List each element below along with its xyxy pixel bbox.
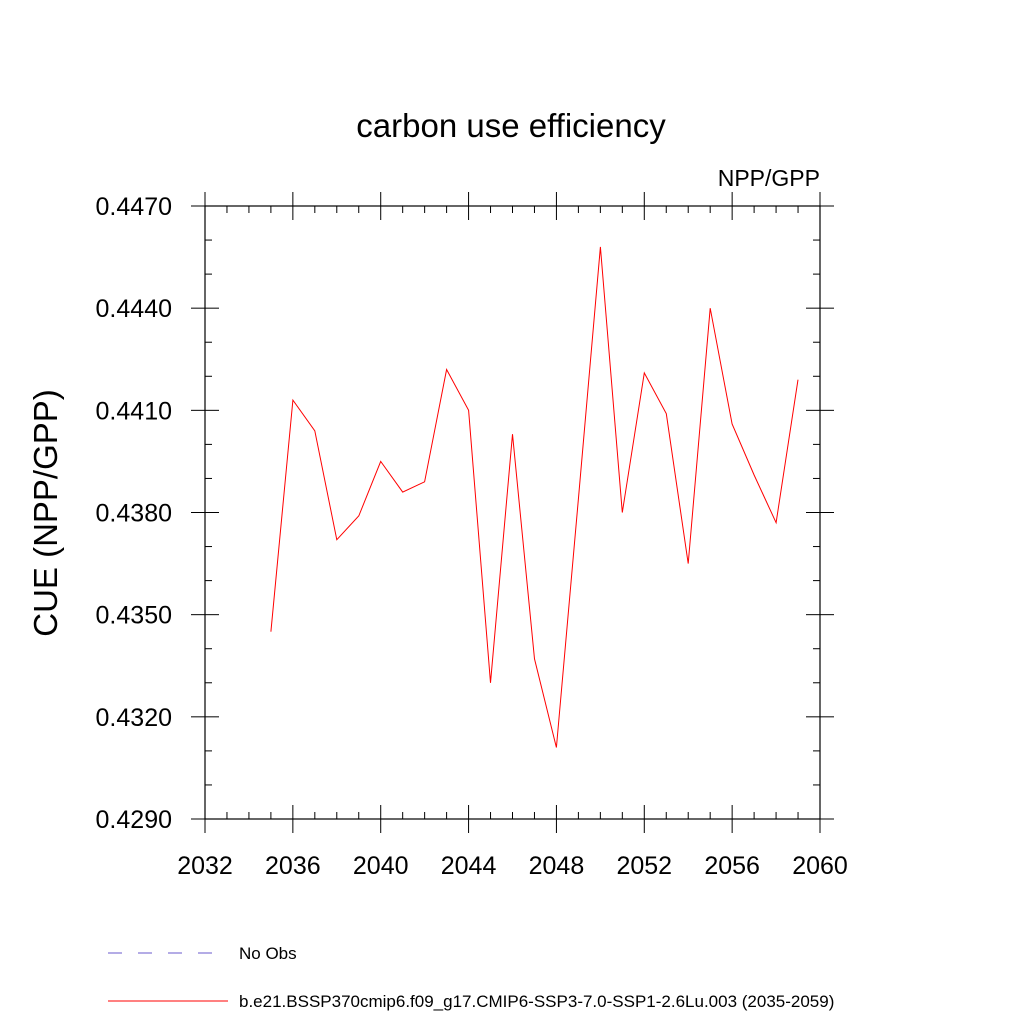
legend-label-model-run: b.e21.BSSP370cmip6.f09_g17.CMIP6-SSP3-7.… (239, 992, 834, 1011)
x-tick-label: 2048 (529, 852, 585, 880)
chart-title: carbon use efficiency (356, 107, 666, 144)
y-tick-label: 0.4470 (96, 193, 172, 221)
axis-ticks (191, 192, 834, 833)
legend-label-no-obs: No Obs (239, 944, 297, 963)
x-tick-label: 2040 (353, 852, 409, 880)
y-tick-label: 0.4410 (96, 397, 172, 425)
series-lines (270, 246, 799, 748)
legend: No Obs b.e21.BSSP370cmip6.f09_g17.CMIP6-… (108, 944, 834, 1011)
x-tick-label: 2044 (441, 852, 497, 880)
x-tick-label: 2060 (792, 852, 848, 880)
series-line-0 (270, 246, 799, 748)
y-tick-label: 0.4320 (96, 704, 172, 732)
plot-frame (204, 205, 821, 820)
x-tick-label: 2036 (265, 852, 321, 880)
y-tick-label: 0.4380 (96, 500, 172, 528)
y-axis-label: CUE (NPP/GPP) (27, 389, 64, 637)
y-tick-label: 0.4290 (96, 806, 172, 834)
y-tick-label: 0.4440 (96, 295, 172, 323)
y-tick-label: 0.4350 (96, 602, 172, 630)
chart-subtitle-right: NPP/GPP (718, 165, 820, 191)
tick-labels: 2032 2036 2040 2044 2048 2052 2056 2060 0.4290 0.… (96, 193, 848, 880)
x-tick-label: 2052 (616, 852, 672, 880)
x-tick-label: 2032 (177, 852, 233, 880)
x-tick-label: 2056 (704, 852, 760, 880)
